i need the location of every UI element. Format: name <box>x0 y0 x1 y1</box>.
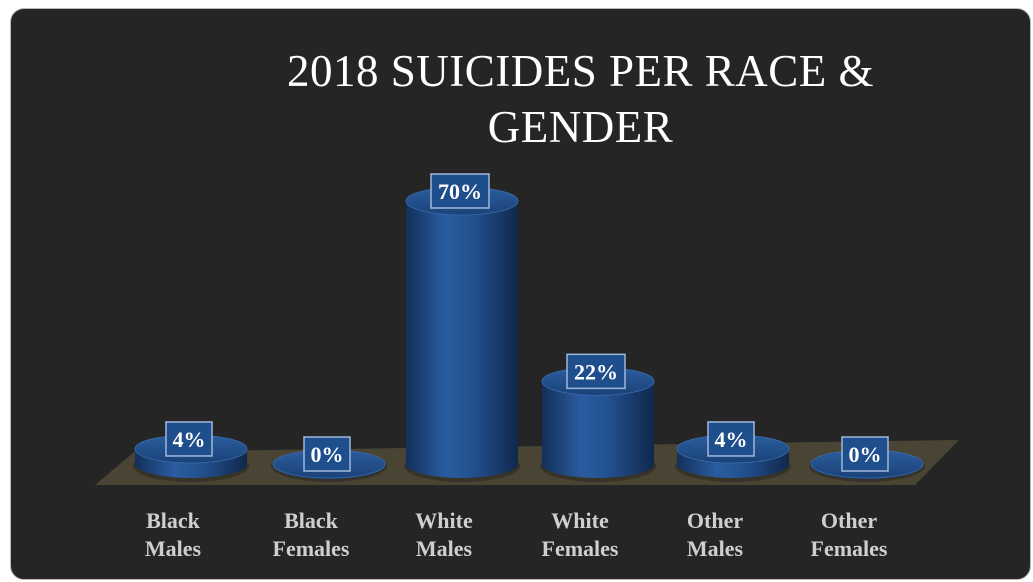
data-label-text: 0% <box>311 442 344 467</box>
data-label-1: 0% <box>303 436 351 472</box>
chart-title: 2018 SUICIDES PER RACE & GENDER <box>11 43 1030 155</box>
data-label-text: 0% <box>849 442 882 467</box>
category-label-line: Other <box>820 508 878 533</box>
bar-2 <box>404 186 520 482</box>
category-label-3: White Females <box>520 507 640 563</box>
category-label-line: Males <box>144 536 202 561</box>
category-label-line: Males <box>415 536 473 561</box>
category-label-line: White <box>415 508 473 533</box>
category-label-line: Females <box>272 536 350 561</box>
data-label-5: 0% <box>841 436 889 472</box>
category-label-0: Black Males <box>113 507 233 563</box>
category-label-4: Other Males <box>655 507 775 563</box>
data-label-text: 70% <box>438 179 482 204</box>
data-label-text: 4% <box>715 427 748 452</box>
category-label-line: White <box>551 508 609 533</box>
data-label-box <box>303 436 351 472</box>
category-label-2: White Males <box>384 507 504 563</box>
bar-body <box>406 201 518 478</box>
data-label-4: 4% <box>707 421 755 457</box>
data-label-box <box>566 353 626 390</box>
data-label-box <box>430 173 490 209</box>
data-label-2: 70% <box>430 173 490 209</box>
data-label-box <box>707 421 755 457</box>
category-label-line: Males <box>686 536 744 561</box>
data-label-box <box>165 421 213 457</box>
data-label-text: 4% <box>173 427 206 452</box>
category-label-1: Black Females <box>251 507 371 563</box>
bar-chart-plot: 4% 0% 70% 22% 4% 0% <box>95 173 959 485</box>
chart-frame: 2018 SUICIDES PER RACE & GENDER 4% 0% 70% 2… <box>10 8 1031 580</box>
data-label-3: 22% <box>566 353 626 390</box>
category-label-5: Other Females <box>789 507 909 563</box>
chart-title-line-1: 2018 SUICIDES PER RACE & <box>286 46 875 96</box>
data-label-text: 22% <box>574 359 618 384</box>
category-label-line: Black <box>146 508 200 533</box>
bar-body <box>542 381 654 478</box>
category-label-line: Females <box>541 536 619 561</box>
data-label-0: 4% <box>165 421 213 457</box>
category-label-line: Other <box>686 508 744 533</box>
chart-title-line-2: GENDER <box>487 102 674 152</box>
data-label-box <box>841 436 889 472</box>
category-label-line: Black <box>284 508 338 533</box>
category-label-line: Females <box>810 536 888 561</box>
